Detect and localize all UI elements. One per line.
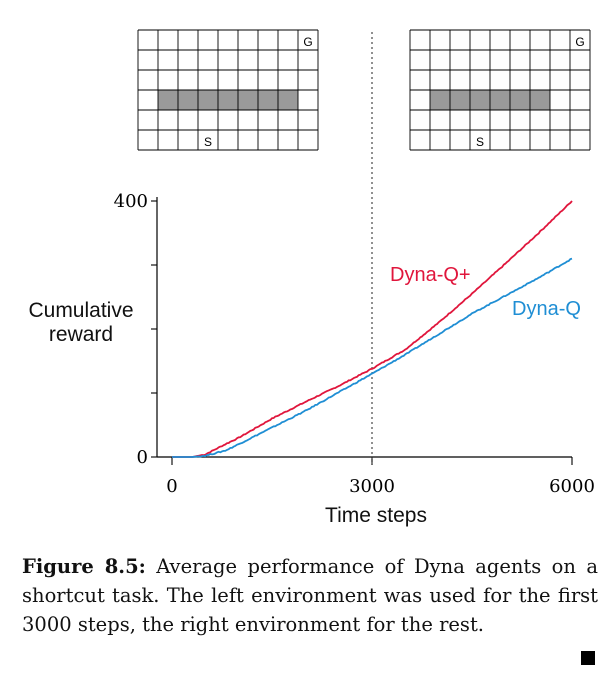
series-line-dyna-q [172,257,573,458]
x-tick-label: 0 [166,476,177,497]
end-of-proof-box [581,651,595,665]
wall-cell [238,90,258,110]
y-axis-label-line2: reward [49,323,113,346]
goal-label: G [575,35,584,49]
y-tick-label: 400 [114,191,148,212]
wall-cell [278,90,298,110]
wall-cell [218,90,238,110]
gridworld-right: GS [409,29,591,151]
wall-cell [258,90,278,110]
wall-cell [530,90,550,110]
x-tick-label: 6000 [549,476,595,497]
goal-label: G [303,35,312,49]
wall-cell [470,90,490,110]
caption-label: Figure 8.5: [22,555,146,578]
series-label-dyna-q: Dyna-Q [512,298,581,320]
figure-caption: Figure 8.5: Average performance of Dyna … [22,552,598,639]
x-tick-label: 3000 [349,476,395,497]
wall-cell [158,90,178,110]
wall-cell [490,90,510,110]
wall-cell [178,90,198,110]
y-axis-label-line1: Cumulative [28,299,133,322]
chart: 0 400 0 3000 6000 Cumulative reward Time st… [28,32,595,527]
wall-cell [430,90,450,110]
wall-cell [510,90,530,110]
start-label: S [476,135,484,149]
x-axis-label: Time steps [325,504,427,527]
x-ticks: 0 3000 6000 [166,457,595,497]
y-tick-label: 0 [137,447,148,468]
caption-text: Average performance of Dyna agents on a … [22,555,598,636]
y-ticks: 0 400 [114,191,157,468]
series-label-dyna-q-plus: Dyna-Q+ [390,264,471,286]
gridworld-left: GS [137,29,319,151]
series-line-dyna-q-plus [172,200,573,458]
wall-cell [198,90,218,110]
start-label: S [204,135,212,149]
wall-cell [450,90,470,110]
series-group [172,200,573,458]
